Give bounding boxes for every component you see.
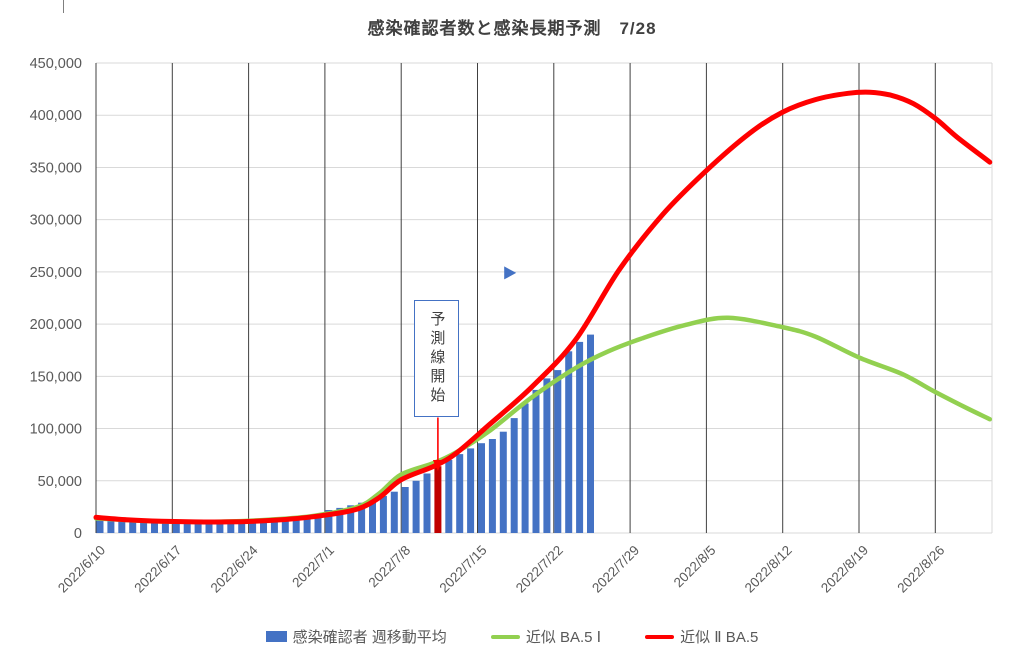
x-tick-label: 2022/8/19 xyxy=(818,543,871,596)
y-tick-label: 200,000 xyxy=(30,317,82,333)
bar[interactable] xyxy=(543,378,551,533)
y-axis-labels: 0 50,000 100,000 150,000 200,000 250,000 300,0… xyxy=(30,56,82,542)
play-triangle-marker[interactable] xyxy=(504,266,517,280)
bar[interactable] xyxy=(412,480,420,533)
bar[interactable] xyxy=(423,473,431,534)
bar[interactable] xyxy=(260,520,267,533)
legend-label: 近似 Ⅱ BA.5 xyxy=(680,629,759,646)
bar[interactable] xyxy=(238,521,246,533)
bar[interactable] xyxy=(227,521,235,533)
x-tick-label: 2022/6/17 xyxy=(131,543,184,596)
y-tick-label: 100,000 xyxy=(30,422,82,438)
legend-swatch-bar-icon xyxy=(265,631,287,642)
x-tick-label: 2022/8/26 xyxy=(894,543,947,596)
bar[interactable] xyxy=(205,521,213,533)
bar[interactable] xyxy=(314,515,322,533)
line-approx-2-ba5[interactable] xyxy=(93,89,993,525)
legend-label: 近似 BA.5 Ⅰ xyxy=(525,629,602,646)
y-tick-label: 250,000 xyxy=(30,265,82,281)
bar[interactable] xyxy=(336,507,344,533)
bar[interactable] xyxy=(456,454,464,533)
bar[interactable] xyxy=(379,495,387,533)
chart-title: 感染確認者数と感染長期予測 7/28 xyxy=(367,19,657,38)
bar[interactable] xyxy=(172,521,180,533)
bar[interactable] xyxy=(216,521,224,534)
bar[interactable] xyxy=(194,521,202,533)
y-tick-label: 300,000 xyxy=(30,213,82,229)
x-tick-label: 2022/8/12 xyxy=(742,543,795,596)
x-tick-label: 2022/6/10 xyxy=(55,543,108,596)
legend-swatch-line-icon xyxy=(490,634,520,639)
bar[interactable] xyxy=(118,520,126,533)
bar[interactable] xyxy=(325,510,333,533)
bar[interactable] xyxy=(478,443,485,533)
bar[interactable] xyxy=(270,519,278,533)
y-tick-label: 150,000 xyxy=(30,369,82,385)
legend-item-2[interactable]: 近似 Ⅱ BA.5 xyxy=(645,626,758,647)
bar[interactable] xyxy=(390,491,398,533)
bar[interactable] xyxy=(161,521,169,534)
legend-label: 感染確認者 週移動平均 xyxy=(292,629,447,646)
bar[interactable] xyxy=(554,370,562,533)
bar[interactable] xyxy=(369,499,376,533)
y-tick-label: 400,000 xyxy=(30,108,82,124)
bar[interactable] xyxy=(151,521,158,533)
bar-forecast-start[interactable] xyxy=(434,466,442,533)
bar[interactable] xyxy=(488,439,496,533)
bar[interactable] xyxy=(358,502,366,533)
bar[interactable] xyxy=(140,520,148,533)
bar[interactable] xyxy=(445,459,453,533)
bar[interactable] xyxy=(510,418,518,533)
bar[interactable] xyxy=(521,403,529,534)
bar[interactable] xyxy=(292,517,300,533)
bar[interactable] xyxy=(303,516,311,533)
chart-legend: 感染確認者 週移動平均 近似 BA.5 Ⅰ 近似 Ⅱ BA.5 xyxy=(0,626,1024,647)
bar[interactable] xyxy=(129,520,137,534)
bar[interactable] xyxy=(249,520,257,533)
legend-item-0[interactable]: 感染確認者 週移動平均 xyxy=(265,626,447,647)
legend-swatch-line-icon xyxy=(645,634,675,639)
x-tick-label: 2022/8/5 xyxy=(671,543,719,591)
y-tick-label: 450,000 xyxy=(30,56,82,72)
bar[interactable] xyxy=(587,334,594,533)
bar[interactable] xyxy=(499,431,507,533)
bar[interactable] xyxy=(347,505,355,533)
forecast-start-annotation[interactable]: 予測線開始 xyxy=(414,300,460,417)
bar[interactable] xyxy=(467,448,475,533)
x-tick-label: 2022/7/15 xyxy=(437,543,490,596)
y-tick-label: 0 xyxy=(74,526,82,542)
bar[interactable] xyxy=(96,518,104,533)
bar[interactable] xyxy=(532,389,540,533)
bar[interactable] xyxy=(565,351,573,533)
x-tick-label: 2022/6/24 xyxy=(208,542,261,595)
x-tick-label: 2022/7/29 xyxy=(589,543,642,596)
x-tick-label: 2022/7/22 xyxy=(513,543,566,596)
x-tick-label: 2022/7/1 xyxy=(289,543,337,591)
bar[interactable] xyxy=(281,518,289,533)
y-tick-label: 350,000 xyxy=(30,160,82,176)
x-tick-label: 2022/7/8 xyxy=(366,543,414,591)
y-tick-label: 50,000 xyxy=(38,474,82,490)
bar[interactable] xyxy=(107,519,115,533)
bar[interactable] xyxy=(576,341,584,533)
vertical-gridlines xyxy=(95,63,993,533)
line-approx-ba5-1[interactable] xyxy=(93,315,993,525)
legend-item-1[interactable]: 近似 BA.5 Ⅰ xyxy=(490,626,602,647)
annotation-arrow xyxy=(432,417,443,471)
bar[interactable] xyxy=(401,487,409,533)
bars-series-weekly-average xyxy=(96,334,594,534)
bar[interactable] xyxy=(183,521,191,533)
forecast-start-annotation-text: 予測線開始 xyxy=(428,311,446,406)
x-axis-labels: 2022/6/10 2022/6/17 2022/6/24 2022/7/1 2022/… xyxy=(55,542,947,595)
